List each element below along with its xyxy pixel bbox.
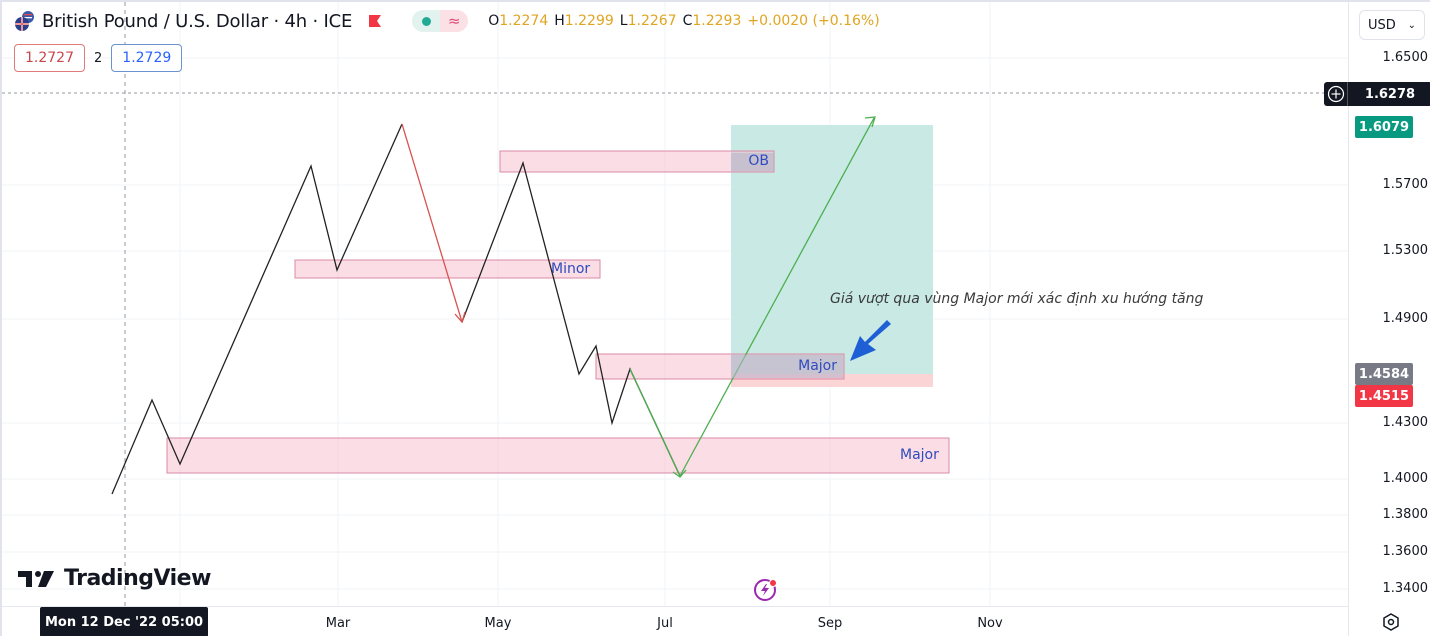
buy-sell-panel: 1.2727 2 1.2729: [14, 44, 183, 72]
time-tick: May: [484, 616, 512, 631]
stop-price-tag: 1.4515: [1355, 385, 1413, 407]
major-zone-lower-label: Major: [900, 447, 939, 463]
green-arrowhead-icon: [864, 116, 876, 128]
symbol-title[interactable]: British Pound / U.S. Dollar · 4h · ICE: [42, 10, 353, 32]
crosshair-price-tag[interactable]: 1.6278: [1324, 82, 1430, 106]
open-value: 1.2274: [499, 13, 549, 29]
add-alert-plus-icon[interactable]: [1324, 82, 1348, 106]
price-tick: 1.4000: [1382, 471, 1429, 486]
chart-pane[interactable]: OB Minor Major Major Giá vượt qua vùng M…: [2, 2, 1348, 606]
time-tick: Sep: [817, 616, 843, 631]
market-closed-flag-icon[interactable]: [368, 14, 382, 28]
entry-price-tag: 1.4584: [1355, 363, 1413, 385]
time-tick: Nov: [977, 616, 1003, 631]
open-label: O: [488, 13, 500, 29]
time-tick: Mar: [325, 616, 351, 631]
price-tick: 1.3600: [1382, 544, 1429, 559]
major-zone-upper-label: Major: [731, 355, 843, 378]
target-price-tag: 1.6079: [1355, 116, 1413, 138]
ob-zone-rect: [499, 150, 775, 173]
gbp-usd-flag-icon: [15, 11, 34, 31]
time-tick: Jul: [657, 616, 673, 631]
price-tick: 1.5700: [1382, 177, 1429, 192]
low-value: 1.2267: [627, 13, 677, 29]
symbol-legend: British Pound / U.S. Dollar · 4h · ICE ≈…: [14, 10, 880, 32]
close-value: 1.2293: [692, 13, 742, 29]
data-status-pill[interactable]: ≈: [412, 10, 469, 32]
price-tick: 1.3400: [1382, 581, 1429, 596]
chevron-down-icon: ⌄: [1407, 19, 1416, 31]
minor-zone-label: Minor: [551, 261, 591, 277]
change-value: +0.0020 (+0.16%): [747, 13, 880, 29]
close-label: C: [682, 13, 693, 29]
tradingview-logo-text: TradingView: [64, 566, 211, 591]
price-tick: 1.4300: [1382, 415, 1429, 430]
settings-gear-icon[interactable]: [1381, 612, 1401, 632]
ob-zone-label: OB: [731, 153, 774, 171]
lightning-events-icon[interactable]: [752, 576, 780, 604]
zigzag-line-part1: [111, 123, 403, 495]
tradingview-logo[interactable]: TradingView: [18, 566, 211, 591]
price-tick: 1.5300: [1382, 243, 1429, 258]
high-value: 1.2299: [564, 13, 614, 29]
chart-canvas: [2, 2, 1348, 606]
low-label: L: [619, 13, 628, 29]
major-zone-lower-rect: [166, 437, 950, 474]
green-bottom-arrowhead-icon: [672, 469, 687, 478]
currency-dropdown[interactable]: USD ⌄: [1359, 10, 1425, 40]
price-axis[interactable]: USD ⌄ 1.6500 1.5700 1.5300 1.4900 1.4300…: [1324, 2, 1430, 636]
blue-pointer-arrow-icon: [850, 320, 891, 361]
currency-value: USD: [1368, 17, 1396, 33]
green-up-arrow-line: [679, 117, 875, 477]
price-tick: 1.4900: [1382, 311, 1429, 326]
red-down-arrow-line: [401, 123, 463, 323]
spread-value: 2: [94, 50, 103, 66]
green-down-line: [629, 368, 681, 477]
crosshair-price-value: 1.6278: [1348, 82, 1430, 106]
minor-zone-rect: [294, 259, 601, 279]
sell-button[interactable]: 1.2727: [14, 44, 85, 72]
crosshair-time-label: Mon 12 Dec '22 05:00: [40, 607, 208, 636]
annotation-text: Giá vượt qua vùng Major mới xác định xu …: [830, 291, 1204, 307]
buy-button[interactable]: 1.2729: [111, 44, 183, 72]
time-axis[interactable]: Mon 12 Dec '22 05:00 Mar May Jul Sep Nov: [2, 606, 1348, 636]
delayed-data-wave-icon: ≈: [440, 10, 469, 32]
high-label: H: [554, 13, 565, 29]
ohlc-values: O1.2274 H1.2299 L1.2267 C1.2293 +0.0020 …: [488, 13, 879, 29]
red-arrowhead-icon: [454, 311, 466, 324]
market-open-dot-icon: [421, 16, 431, 26]
tradingview-logo-icon: [18, 570, 54, 587]
price-tick: 1.6500: [1382, 50, 1429, 65]
price-tick: 1.3800: [1382, 507, 1429, 522]
